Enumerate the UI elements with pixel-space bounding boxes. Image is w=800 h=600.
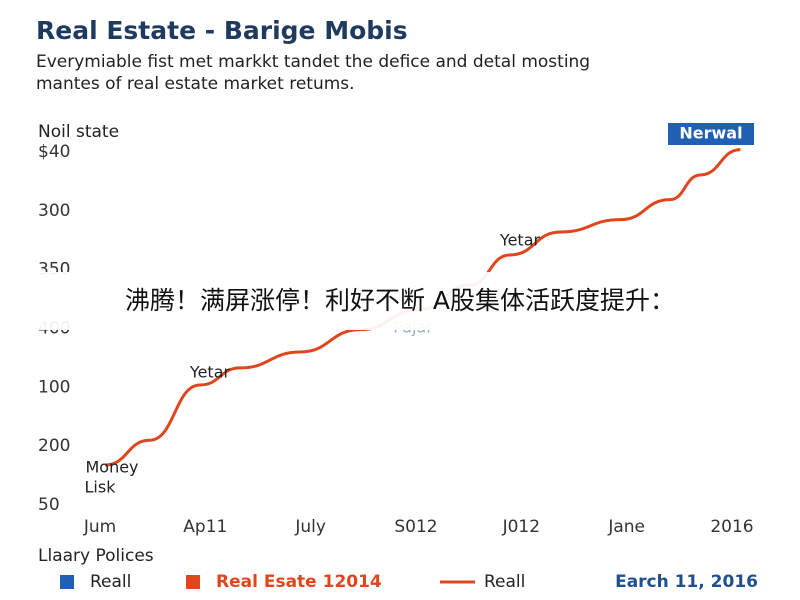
chart-title: Real Estate - Barige Mobis (36, 16, 408, 45)
legend-label: Reall (90, 572, 131, 592)
y-tick-label: 50 (38, 495, 60, 515)
legend-title: Llaary Polices (38, 546, 154, 566)
annotation: Yetar (499, 231, 541, 250)
y-axis-label: Noil state (38, 122, 119, 142)
y-tick-label: $40 (38, 142, 70, 162)
banner: 沸腾！满屏涨停！利好不断 A股集体活跃度提升： (125, 286, 675, 315)
x-tick-label: Jane (607, 517, 645, 537)
legend-label: Reall (484, 572, 525, 592)
annotation: Yetar (189, 363, 231, 382)
x-tick-label: J012 (502, 517, 540, 537)
annotation: Nerwal (679, 124, 742, 143)
y-tick-label: 300 (38, 201, 70, 221)
x-tick-label: S012 (394, 517, 437, 537)
x-tick-label: Jum (83, 517, 116, 537)
x-tick-label: 2016 (710, 517, 753, 537)
subtitle: Everymiable fist met markkt tandet the d… (36, 52, 590, 72)
annotation: Money (85, 458, 138, 477)
x-tick-label: July (294, 517, 326, 537)
x-tick-label: Ap11 (183, 517, 227, 537)
annotation: Lisk (85, 478, 117, 497)
legend-swatch (186, 575, 200, 589)
y-tick-label: 200 (38, 436, 70, 456)
legend-swatch (60, 575, 74, 589)
legend-date: Earch 11, 2016 (615, 572, 758, 592)
legend-label: Real Esate 12014 (216, 572, 382, 592)
banner-background (0, 272, 800, 330)
subtitle: mantes of real estate market retums. (36, 74, 355, 94)
y-tick-label: 100 (38, 377, 70, 397)
annotation-box (668, 123, 754, 145)
